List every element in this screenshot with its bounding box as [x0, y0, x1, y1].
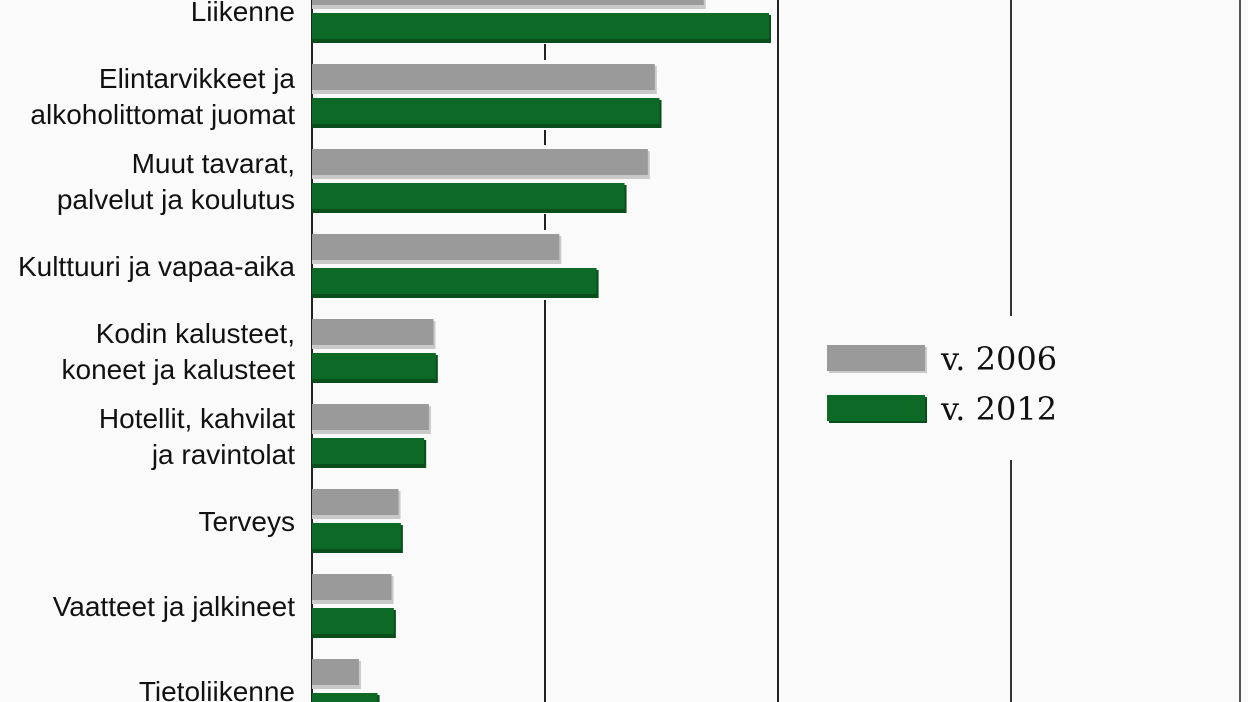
category-label: Terveys [199, 506, 295, 537]
legend-swatch [827, 395, 925, 421]
category-label: Liikenne [191, 0, 295, 27]
bar-2006 [312, 234, 560, 260]
bar-2012 [312, 13, 770, 39]
bar-2012 [312, 183, 625, 209]
category-label: Vaatteet ja jalkineet [53, 591, 296, 622]
category-label: Hotellit, kahvilat [99, 403, 295, 434]
legend-label: v. 2012 [940, 390, 1057, 428]
bar-2006 [312, 0, 704, 5]
legend: v. 2006 v. 2012 [800, 318, 1092, 458]
category-labels: Liikenne Elintarvikkeet ja alkoholittomat … [18, 0, 295, 702]
category-label: alkoholittomat juomat [30, 99, 295, 130]
category-label: palvelut ja koulutus [57, 184, 295, 215]
category-label: ja ravintolat [151, 439, 295, 470]
category-label: Tietoliikenne [139, 676, 295, 702]
bar-2006 [312, 319, 434, 345]
bar-2012 [312, 268, 597, 294]
bar-2006 [312, 404, 429, 430]
bar-2012 [312, 98, 660, 124]
category-label: koneet ja kalusteet [62, 354, 296, 385]
category-label: Kodin kalusteet, [96, 318, 295, 349]
bar-2006 [312, 149, 648, 175]
bar-2006 [312, 574, 392, 600]
legend-label: v. 2006 [940, 340, 1057, 378]
legend-swatch [827, 345, 925, 371]
bar-2006 [312, 659, 359, 685]
bar-2012 [312, 438, 425, 464]
category-label: Muut tavarat, [132, 148, 295, 179]
category-label: Kulttuuri ja vapaa-aika [18, 251, 295, 282]
bar-2006 [312, 64, 655, 90]
bar-2012 [312, 608, 394, 634]
bar-2006 [312, 489, 399, 515]
bar-2012 [312, 523, 401, 549]
bar-2012 [312, 693, 378, 702]
category-label: Elintarvikkeet ja [99, 63, 296, 94]
legend-background [800, 318, 1092, 458]
bar-2012 [312, 353, 436, 379]
bars [312, 0, 772, 702]
